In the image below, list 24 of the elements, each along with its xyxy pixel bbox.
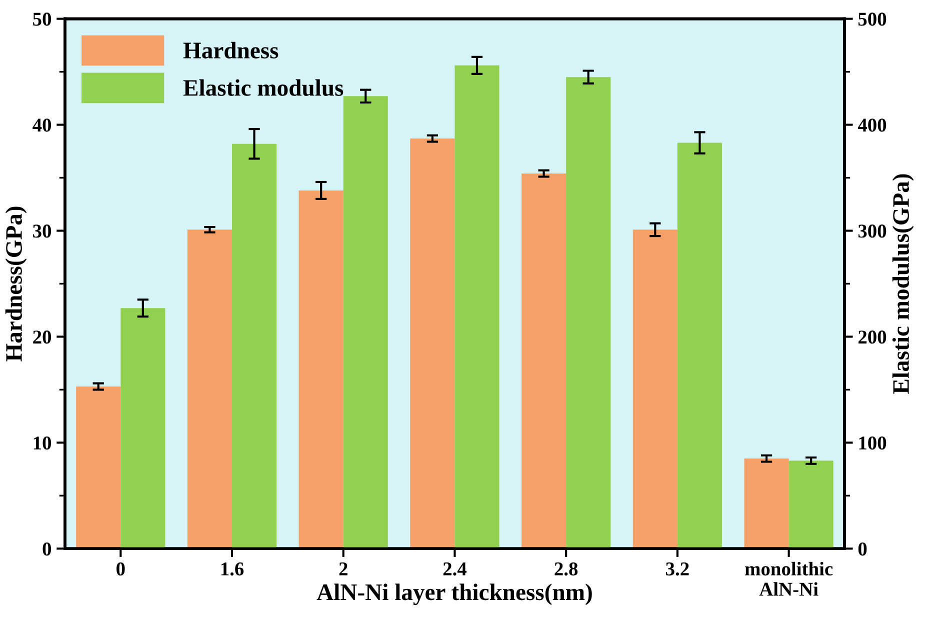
legend-label: Elastic modulus	[183, 79, 344, 96]
x-tick-label: 2	[339, 562, 348, 576]
y2-tick-label: 500	[858, 12, 886, 26]
x-tick-label: monolithic AlN-Ni	[745, 562, 833, 596]
y-tick-label: 50	[33, 12, 52, 26]
x-tick-label: 1.6	[221, 562, 244, 576]
y-tick-label: 20	[33, 330, 52, 344]
y-tick-label: 10	[34, 436, 52, 450]
x-tick-label: 0	[116, 562, 125, 576]
y-tick-label: 40	[32, 118, 52, 132]
x-tick-label: 2.8	[554, 562, 578, 576]
y2-tick-label: 0	[858, 542, 867, 556]
y2-tick-label: 200	[858, 330, 886, 344]
y2-tick-label: 300	[858, 224, 886, 238]
y2-tick-label: 400	[858, 118, 886, 132]
x-tick-label: 2.4	[443, 562, 467, 576]
y2-axis-title: Elastic modulus(GPa)	[892, 174, 914, 394]
y-tick-label: 0	[42, 542, 52, 556]
y2-tick-label: 100	[859, 436, 886, 450]
legend-label: Hardness	[183, 42, 278, 58]
y-tick-label: 30	[33, 224, 52, 238]
y-axis-title: Hardness(GPa)	[5, 206, 27, 362]
x-tick-label: 3.2	[666, 562, 689, 576]
x-axis-title: AlN-Ni layer thickness(nm)	[316, 584, 592, 606]
